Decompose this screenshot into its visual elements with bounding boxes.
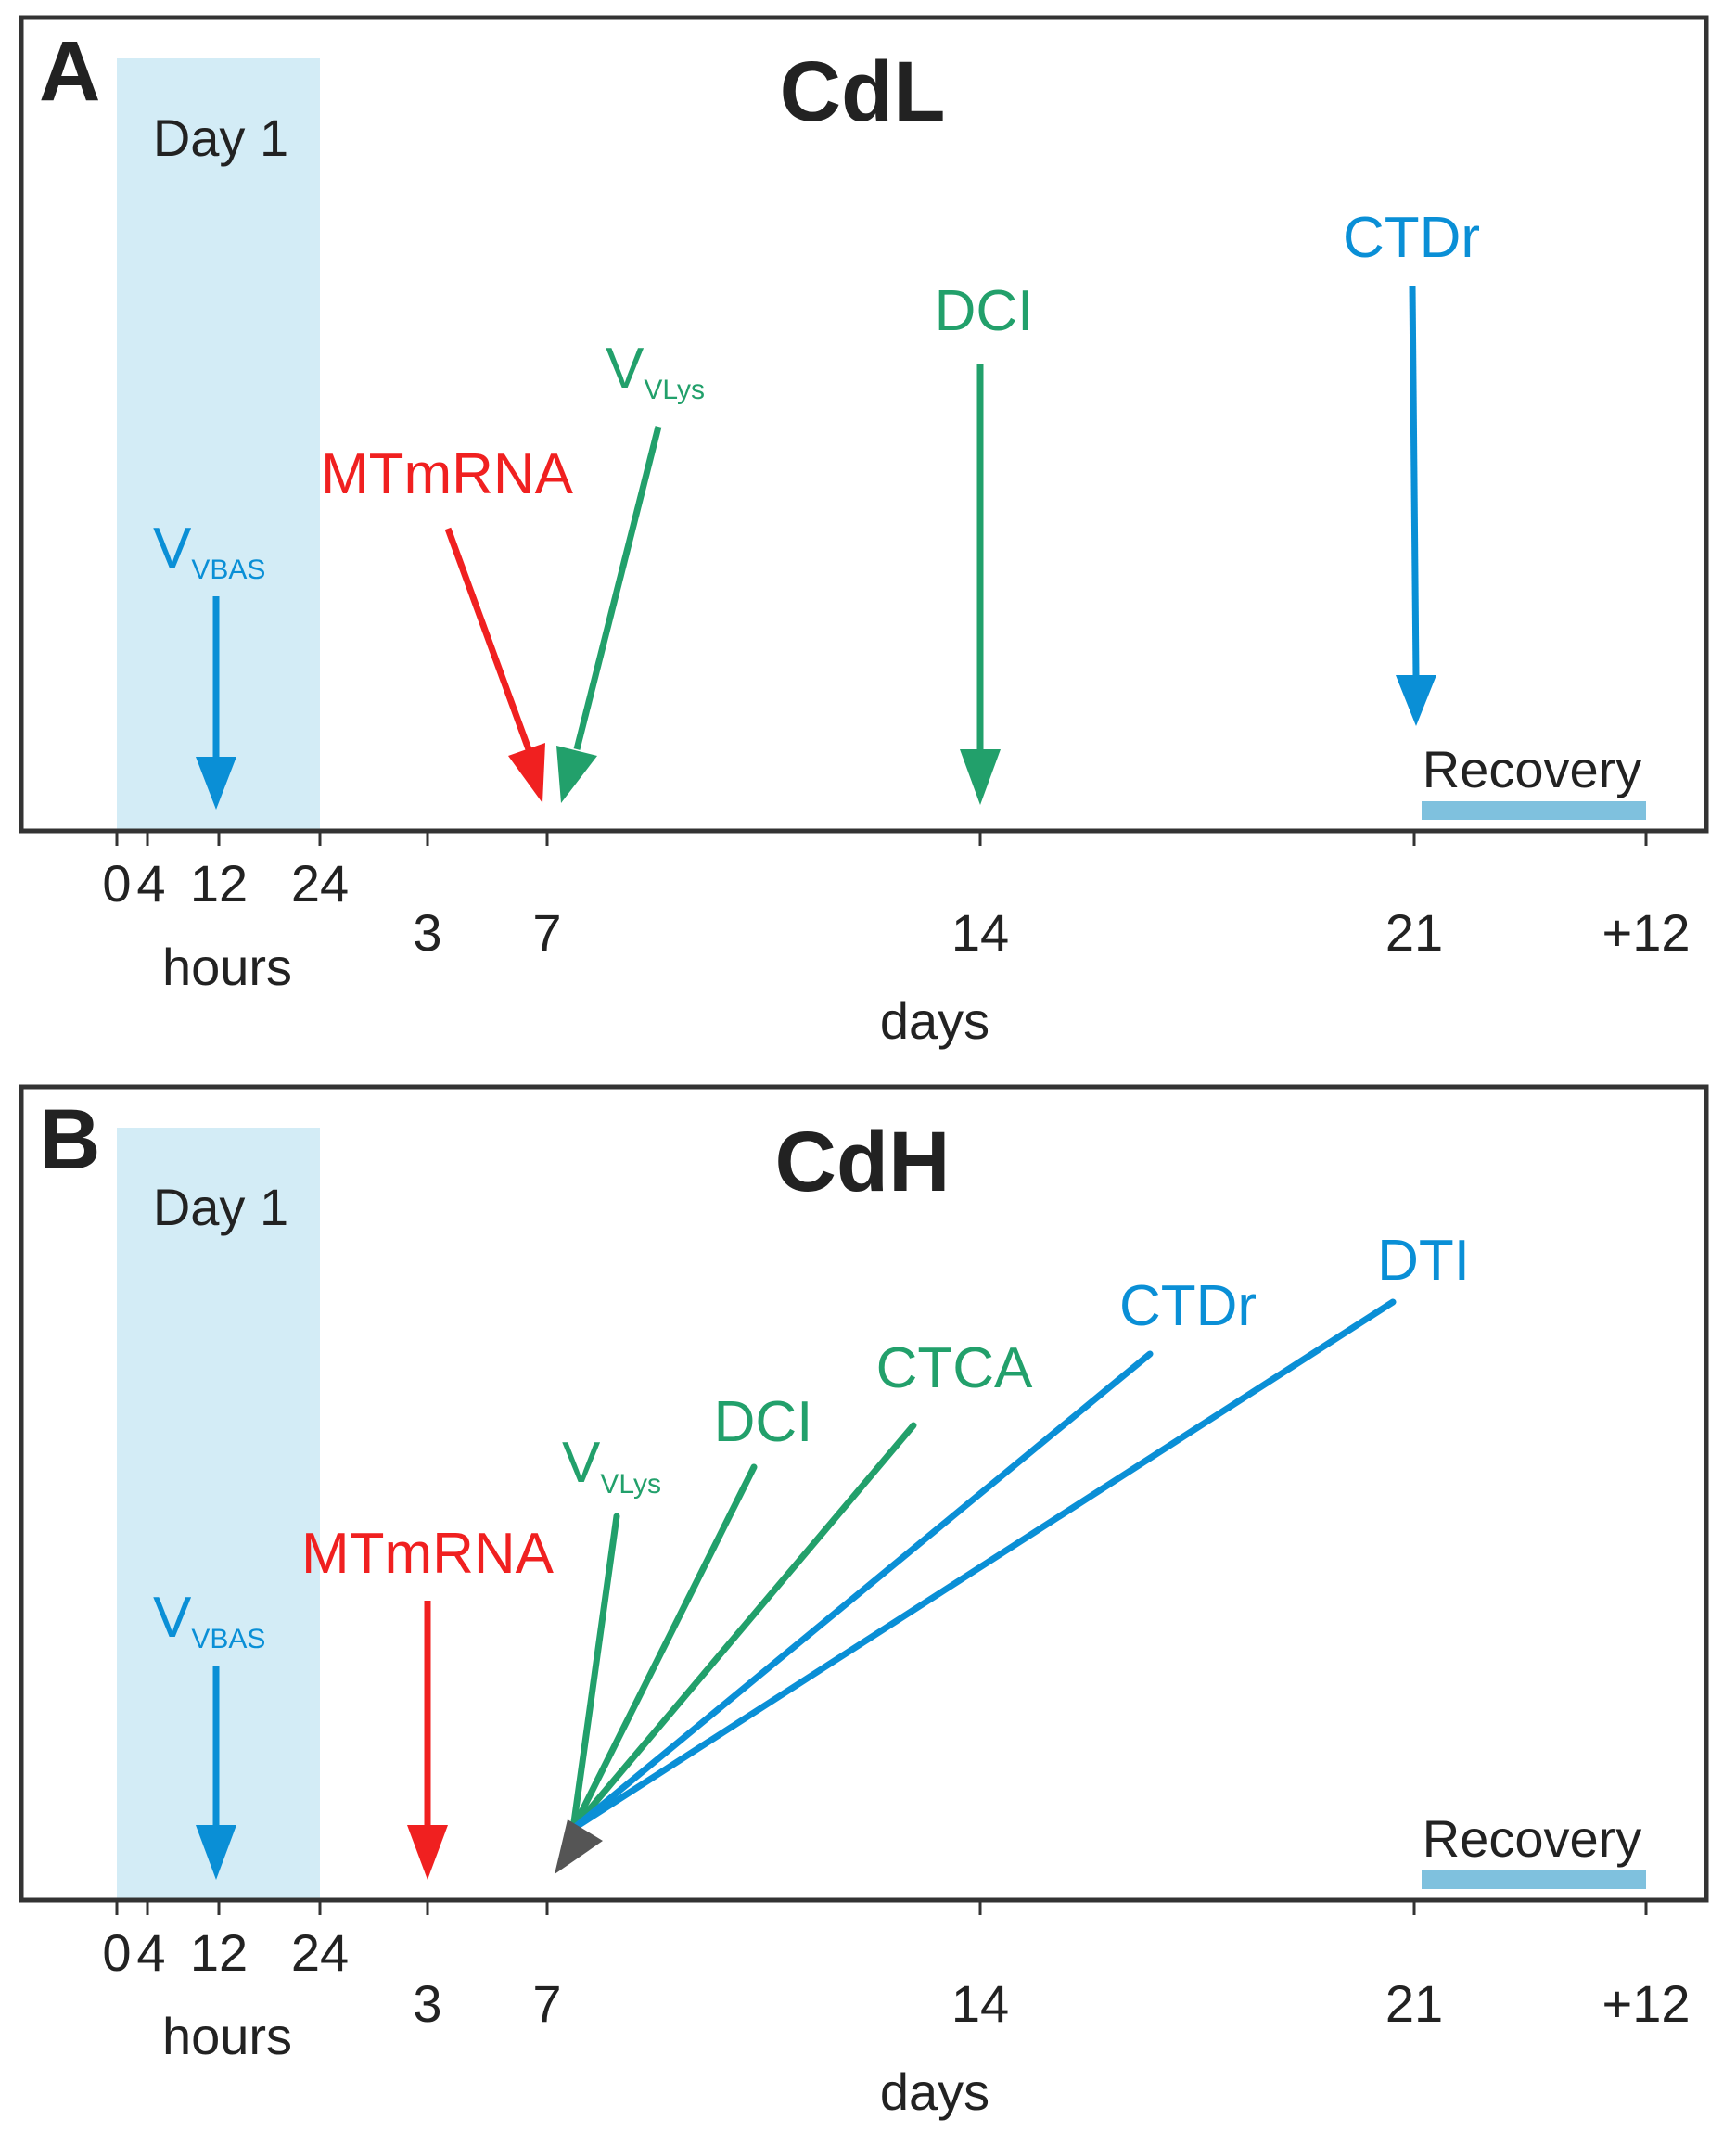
marker-label-ctca: CTCA [876, 1336, 1033, 1400]
tick-label-hour: 24 [291, 1923, 349, 1982]
marker-label-mtmrna: MTmRNA [301, 1522, 555, 1586]
vbas-arrow [196, 1666, 236, 1880]
tick-label-hour: 0 [102, 854, 131, 913]
tick-label-day: 14 [951, 903, 1009, 962]
day1-label: Day 1 [153, 109, 288, 167]
hours-axis-label: hours [162, 938, 292, 996]
recovery-label: Recovery [1423, 1809, 1642, 1868]
marker-label-dci: DCI [935, 279, 1034, 343]
panel-frame [19, 15, 1709, 834]
vlys-arrow [556, 426, 662, 803]
recovery-bar [1422, 1870, 1646, 1889]
panel-title: CdH [774, 1115, 950, 1209]
tick-label-day: 3 [413, 903, 441, 962]
panel-a: A CdL Day 1 Recovery 0 4 12 24 hours 3 7… [19, 15, 1709, 1050]
marker-label-ctdr: CTDr [1119, 1274, 1257, 1338]
tick-label-hour: 12 [190, 1923, 248, 1982]
ctca-line [569, 1422, 917, 1832]
axis-ticks [115, 1900, 1648, 1915]
hours-axis-label: hours [162, 2007, 292, 2065]
day1-label: Day 1 [153, 1178, 288, 1236]
tick-label-day: 3 [413, 1974, 441, 2033]
tick-label-hour: 0 [102, 1923, 131, 1982]
mtmrna-arrow [444, 527, 545, 803]
tick-label-day: +12 [1602, 1974, 1691, 2033]
dci-arrow [960, 364, 1001, 805]
marker-label-dci: DCI [714, 1390, 813, 1454]
converging-lines [569, 1298, 1397, 1832]
tick-label-hour: 4 [136, 1923, 165, 1982]
ctdr-arrow [1396, 285, 1436, 726]
marker-label-vvlys: VVLys [606, 337, 705, 405]
convergence-arrowhead [555, 1819, 603, 1874]
panel-title: CdL [780, 45, 946, 139]
marker-label-mtmrna: MTmRNA [321, 442, 574, 506]
tick-label-day: 21 [1385, 1974, 1443, 2033]
dci-line [569, 1463, 758, 1832]
recovery-label: Recovery [1423, 740, 1642, 798]
vbas-arrow [196, 596, 236, 810]
panel-letter: A [39, 24, 100, 119]
tick-label-hour: 12 [190, 854, 248, 913]
tick-label-day: 14 [951, 1974, 1009, 2033]
mtmrna-arrow [407, 1601, 448, 1880]
tick-label-day: 7 [532, 903, 561, 962]
days-axis-label: days [880, 2062, 989, 2121]
tick-label-day: 7 [532, 1974, 561, 2033]
dti-line [569, 1298, 1397, 1832]
tick-label-hour: 4 [136, 854, 165, 913]
panel-b: B CdH Day 1 Recovery 0 4 12 24 hours 3 7… [19, 1084, 1709, 2121]
panel-letter: B [39, 1092, 100, 1187]
days-axis-label: days [880, 991, 989, 1050]
panel-frame [19, 1084, 1709, 1903]
tick-label-day: +12 [1602, 903, 1691, 962]
axis-ticks [115, 831, 1648, 846]
marker-label-vvbas: VVBAS [153, 517, 265, 585]
vlys-line [569, 1513, 620, 1832]
tick-label-day: 21 [1385, 903, 1443, 962]
marker-label-vvlys: VVLys [562, 1431, 661, 1500]
marker-label-vvbas: VVBAS [153, 1586, 265, 1654]
marker-label-ctdr: CTDr [1343, 206, 1480, 270]
marker-label-dti: DTI [1377, 1229, 1470, 1293]
recovery-bar [1422, 801, 1646, 820]
ctdr-line [569, 1350, 1154, 1832]
tick-label-hour: 24 [291, 854, 349, 913]
